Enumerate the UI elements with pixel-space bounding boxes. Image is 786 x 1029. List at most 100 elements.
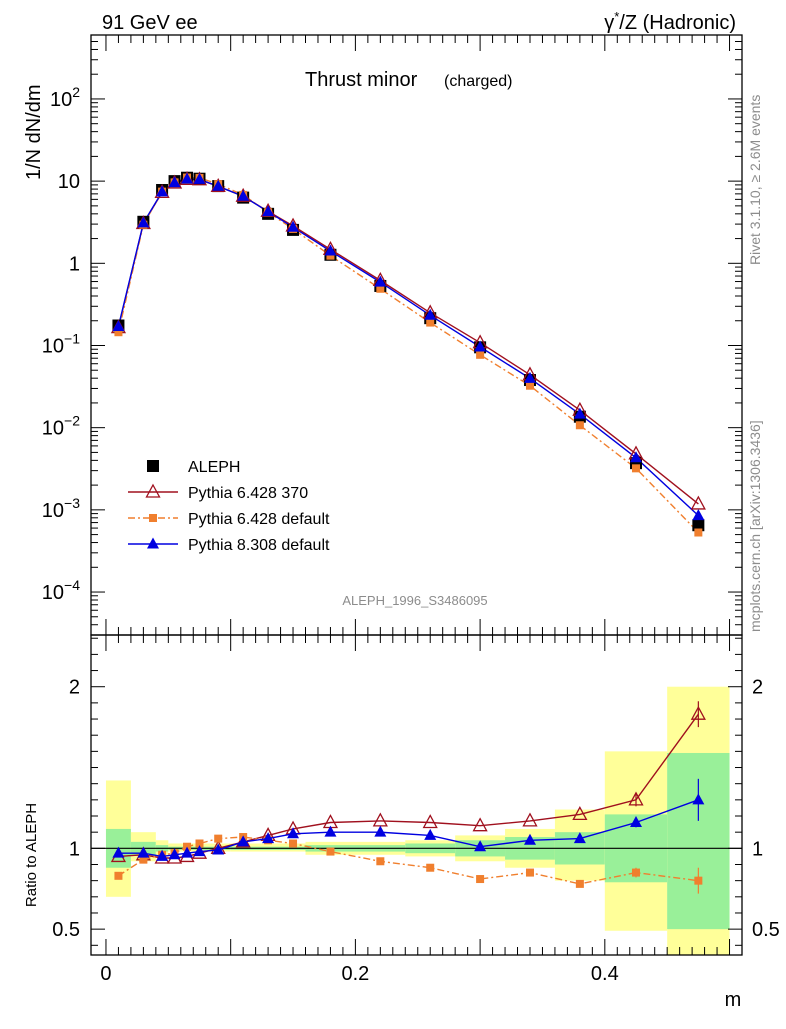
main-point-s2-14 [525,381,534,390]
main-point-s3-10 [324,244,337,256]
x-tick-label: 0 [100,963,111,985]
ratio-point-s1-1 [139,855,148,864]
main-ylabel: 1/N dN/dm [23,84,45,180]
ratio-point-s2-8 [262,832,275,844]
ratio-point-s2-6 [212,843,225,855]
ratio-ytick-label-right: 0.5 [752,919,780,941]
plot-title: Thrust minor [305,69,418,91]
main-point-s3-13 [474,340,487,352]
ratio-point-s1-14 [525,868,534,877]
ratio-point-s0-11 [372,812,388,827]
ratio-point-s2-12 [424,828,437,840]
main-ytick-label: 10−3 [42,495,80,522]
ratio-point-s1-15 [575,879,584,888]
main-point-s0-17 [692,519,705,532]
main-point-s3-0 [112,320,125,332]
main-line-1 [117,178,699,505]
main-point-s3-9 [287,220,300,232]
main-point-s3-4 [181,172,194,184]
main-line-2 [117,176,699,533]
ratio-point-s2-13 [474,840,487,852]
ratio-point-s0-14 [522,812,538,827]
ratio-point-s2-5 [193,845,206,857]
ratio-point-s2-16 [629,815,642,827]
ratio-point-s1-17 [694,876,703,885]
main-panel [110,171,706,537]
main-point-s3-11 [374,275,387,287]
ratio-point-s2-10 [324,825,337,837]
ratio-point-s1-16 [631,868,640,877]
ratio-ytick-label-right: 2 [752,677,763,699]
legend: ALEPH Pythia 6.428 370 Pythia 6.428 defaul… [128,459,330,554]
main-point-s3-14 [523,371,536,383]
ratio-point-s1-6 [214,834,223,843]
main-point-s2-13 [476,350,485,359]
ratio-ytick-label-right: 1 [752,838,763,860]
main-point-s3-16 [629,451,642,463]
ratio-point-s2-17 [692,793,705,805]
analysis-id: ALEPH_1996_S3486095 [342,593,487,608]
main-point-s2-10 [326,251,335,260]
ratio-point-s2-15 [573,832,586,844]
ratio-point-s1-10 [326,847,335,856]
main-point-s3-15 [573,407,586,419]
ratio-point-s0-15 [572,806,588,821]
main-point-s3-12 [424,308,437,320]
ratio-ytick-label-left: 1 [69,838,80,860]
ratio-point-s1-11 [376,857,385,866]
ratio-point-s0-16 [628,791,644,806]
panel-frames: 10−4 10−3 10−2 10−1 1 10 102 0 0.2 0.4 0.5 0.5 1 1 2 2 [42,34,780,985]
ratio-point-s0-17 [690,705,706,720]
uncertainty-bands [91,686,742,955]
main-ytick-label: 10−1 [42,330,80,357]
ratio-point-s1-13 [476,875,485,884]
ratio-point-s2-7 [237,835,250,847]
main-ytick-label: 10−4 [42,577,80,604]
ratio-point-s2-2 [156,849,169,861]
main-ytick-label: 10−2 [42,413,80,440]
main-point-s3-3 [168,176,181,188]
ratio-ytick-label-left: 0.5 [52,919,80,941]
legend-label-3: Pythia 8.308 default [188,537,330,554]
x-tick-label: 0.2 [341,963,369,985]
x-tick-label: 0.4 [591,963,619,985]
legend-label-1: Pythia 6.428 370 [188,485,308,502]
ratio-point-s2-4 [181,846,194,858]
main-point-s2-12 [426,318,435,327]
main-point-s2-16 [631,464,640,473]
ratio-point-s2-3 [168,848,181,860]
plot-title-sub: (charged) [444,73,512,90]
legend-marker-2 [149,514,157,522]
main-point-s3-1 [137,216,150,228]
ratio-point-s1-12 [426,863,435,872]
ratio-line-1 [118,836,699,885]
main-point-s3-6 [212,179,225,191]
x-axis-label: m [725,989,742,1011]
ratio-frame [90,634,743,956]
main-point-s3-17 [692,509,705,521]
rivet-label: Rivet 3.1.10, ≥ 2.6M events [747,95,763,265]
ratio-point-s2-1 [137,846,150,858]
legend-marker-0 [147,460,159,472]
ratio-point-s2-0 [112,846,125,858]
main-point-s2-11 [376,284,385,293]
main-point-s3-5 [193,172,206,184]
main-point-s3-8 [262,205,275,217]
ratio-point-s1-9 [289,839,298,848]
legend-label-0: ALEPH [188,459,240,476]
ratio-point-s0-13 [472,817,488,832]
ratio-point-s1-5 [195,839,204,848]
main-ytick-label: 1 [69,253,80,275]
ratio-panel [110,701,706,894]
legend-marker-1 [145,483,161,498]
ratio-point-s1-0 [114,871,123,880]
header-left: 91 GeV ee [102,12,198,34]
ratio-point-s2-14 [523,833,536,845]
ratio-ylabel: Ratio to ALEPH [23,803,40,907]
ratio-point-s0-12 [422,814,438,829]
main-point-s2-17 [694,528,703,537]
ratio-ytick-label-left: 2 [69,677,80,699]
mcplots-label: mcplots.cern.ch [arXiv:1306.3436] [747,420,763,632]
main-point-s2-15 [575,421,584,430]
